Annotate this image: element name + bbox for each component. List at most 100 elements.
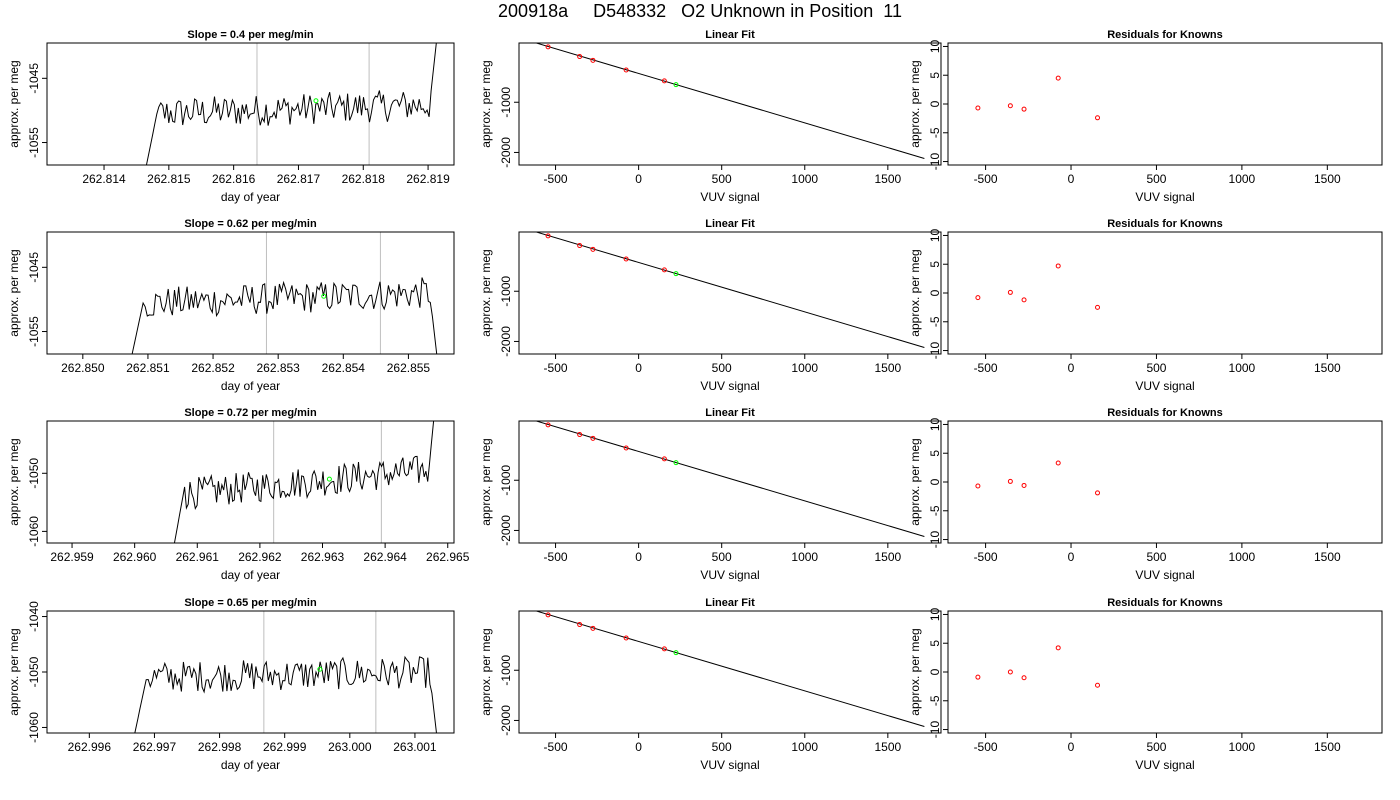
residual-point (1007, 103, 1013, 109)
residual-point (1095, 682, 1101, 688)
x-tick-label: 262.819 (406, 172, 450, 186)
known-point (661, 646, 667, 652)
plot-frame (46, 420, 455, 544)
x-tick-label: 262.964 (363, 550, 407, 564)
residual-point (1095, 115, 1101, 121)
x-tick-label: 500 (712, 550, 732, 564)
x-tick-label: 0 (1068, 172, 1075, 186)
y-tick-label: -5 (928, 505, 942, 516)
panel-title: Linear Fit (705, 407, 755, 419)
x-tick-label: 500 (712, 740, 732, 754)
panel-title: Residuals for Knowns (1107, 29, 1223, 41)
known-point (577, 243, 583, 249)
unknown-point (673, 82, 679, 88)
signal-trace (145, 43, 437, 165)
known-point (661, 78, 667, 84)
x-tick-label: 262.960 (113, 550, 157, 564)
panel-title: Linear Fit (705, 597, 755, 609)
x-tick-label: 0 (635, 361, 642, 375)
y-tick-label: -1055 (27, 127, 41, 158)
x-axis-label: VUV signal (1135, 190, 1194, 204)
plot-frame (947, 42, 1383, 166)
x-tick-label: 262.963 (301, 550, 345, 564)
plot-area (535, 421, 925, 537)
known-point (623, 445, 629, 451)
y-tick-label: -1000 (499, 655, 513, 686)
panel-title: Slope = 0.65 per meg/min (184, 597, 317, 609)
x-tick-label: 262.854 (322, 361, 366, 375)
plot-area (535, 611, 925, 727)
x-tick-label: 262.855 (387, 361, 431, 375)
residual-point (1007, 478, 1013, 484)
x-tick-label: 262.998 (198, 740, 242, 754)
panel-title: Residuals for Knowns (1107, 218, 1223, 230)
signal-trace (134, 655, 437, 733)
y-tick-label: -1050 (27, 656, 41, 687)
fit-line (535, 421, 925, 537)
x-tick-label: -500 (974, 550, 998, 564)
y-tick-label: 10 (928, 607, 942, 621)
y-tick-label: -1060 (27, 712, 41, 743)
plot-frame (518, 231, 942, 355)
y-tick-label: -1055 (27, 316, 41, 347)
x-tick-label: 262.816 (212, 172, 256, 186)
x-tick-label: 263.001 (393, 740, 437, 754)
panel-3-4: Residuals for Knowns -500 0 500 1000 1500 VUV … (908, 597, 1383, 772)
x-tick-label: 0 (635, 740, 642, 754)
panel-title: Residuals for Knowns (1107, 597, 1223, 609)
x-tick-label: 262.853 (256, 361, 300, 375)
unknown-marker (326, 476, 332, 482)
x-tick-label: 1000 (791, 550, 818, 564)
x-tick-label: 262.850 (61, 361, 105, 375)
residual-point (1021, 297, 1027, 303)
plot-frame (947, 610, 1383, 734)
unknown-point (673, 271, 679, 277)
x-tick-label: 262.996 (68, 740, 112, 754)
x-tick-label: 1000 (1229, 172, 1256, 186)
x-tick-label: 1500 (874, 740, 901, 754)
fit-line (535, 43, 925, 159)
plot-area (975, 460, 1101, 496)
y-axis-label: approx. per meg (479, 60, 493, 147)
y-axis-label: approx. per meg (479, 249, 493, 336)
known-point (623, 256, 629, 262)
plot-frame (46, 610, 455, 734)
x-tick-label: 1000 (791, 361, 818, 375)
known-point (590, 625, 596, 631)
plot-frame (947, 231, 1383, 355)
x-axis-label: VUV signal (1135, 379, 1194, 393)
x-tick-label: 262.851 (126, 361, 170, 375)
signal-trace (173, 421, 435, 543)
y-axis-label: approx. per meg (908, 628, 922, 715)
x-tick-label: 262.965 (426, 550, 470, 564)
x-tick-label: 262.999 (263, 740, 307, 754)
fit-line (535, 232, 925, 348)
x-tick-label: 1500 (1314, 550, 1341, 564)
y-axis-label: approx. per meg (7, 60, 21, 147)
x-tick-label: 0 (635, 550, 642, 564)
residual-point (975, 105, 981, 111)
unknown-marker (313, 98, 319, 104)
plot-frame (518, 42, 942, 166)
x-tick-label: 0 (1068, 361, 1075, 375)
residual-point (1007, 289, 1013, 295)
x-tick-label: -500 (544, 361, 568, 375)
x-axis-label: VUV signal (700, 758, 759, 772)
y-axis-label: approx. per meg (908, 438, 922, 525)
residual-point (1021, 482, 1027, 488)
x-axis-label: day of year (221, 379, 280, 393)
x-axis-label: day of year (221, 190, 280, 204)
unknown-marker (321, 293, 327, 299)
y-axis-label: approx. per meg (7, 438, 21, 525)
y-tick-label: -1000 (499, 276, 513, 307)
x-axis-label: VUV signal (700, 568, 759, 582)
x-tick-label: -500 (974, 740, 998, 754)
x-tick-label: 1000 (1229, 740, 1256, 754)
x-tick-label: 0 (1068, 550, 1075, 564)
y-tick-label: -10 (928, 342, 942, 360)
residual-point (975, 483, 981, 489)
x-tick-label: 1500 (874, 550, 901, 564)
y-tick-label: -5 (928, 316, 942, 327)
